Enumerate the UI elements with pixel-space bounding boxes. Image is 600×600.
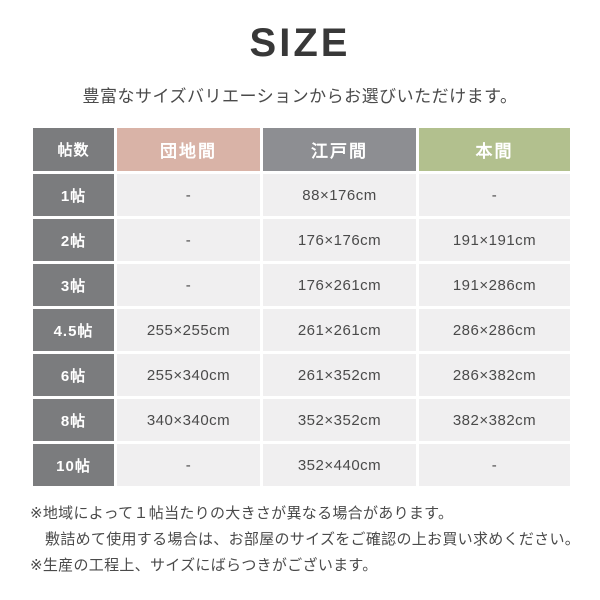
page-subtitle: 豊富なサイズバリエーションからお選びいただけます。: [82, 87, 518, 106]
row-label-cell: 10帖: [33, 444, 114, 486]
footnote-line: 敷詰めて使用する場合は、お部屋のサイズをご確認の上お買い求めください。: [45, 530, 581, 548]
footnote-line: ※地域によって１帖当たりの大きさが異なる場合があります。: [30, 505, 454, 522]
footnote-line: ※生産の工程上、サイズにばらつきがございます。: [30, 556, 378, 574]
page-title: SIZE: [249, 21, 351, 65]
edoma-cell: 261×261cm: [263, 309, 416, 351]
danchima-cell: -: [117, 444, 260, 486]
honma-cell: 382×382cm: [419, 399, 570, 441]
footnotes: ※地域によって１帖当たりの大きさが異なる場合があります。敷詰めて使用する場合は、…: [30, 501, 581, 578]
edoma-cell: 88×176cm: [263, 174, 416, 216]
edoma-cell: 261×352cm: [263, 354, 416, 396]
row-label-cell: 3帖: [33, 264, 114, 306]
danchima-cell: 340×340cm: [117, 399, 260, 441]
header-honma: 本間: [419, 128, 570, 171]
header-danchima: 団地間: [117, 128, 260, 171]
row-label-cell: 2帖: [33, 219, 114, 261]
edoma-cell: 176×176cm: [263, 219, 416, 261]
danchima-cell: 255×255cm: [117, 309, 260, 351]
honma-cell: -: [419, 174, 570, 216]
honma-cell: 286×286cm: [419, 309, 570, 351]
edoma-cell: 176×261cm: [263, 264, 416, 306]
edoma-cell: 352×440cm: [263, 444, 416, 486]
danchima-cell: 255×340cm: [117, 354, 260, 396]
row-label-cell: 8帖: [33, 399, 114, 441]
row-label-cell: 6帖: [33, 354, 114, 396]
header-tatami-count: 帖数: [33, 128, 114, 171]
row-label-cell: 4.5帖: [33, 309, 114, 351]
danchima-cell: -: [117, 174, 260, 216]
honma-cell: 191×286cm: [419, 264, 570, 306]
danchima-cell: -: [117, 264, 260, 306]
header-edoma: 江戸間: [263, 128, 416, 171]
edoma-cell: 352×352cm: [263, 399, 416, 441]
row-label-cell: 1帖: [33, 174, 114, 216]
honma-cell: 191×191cm: [419, 219, 570, 261]
honma-cell: -: [419, 444, 570, 486]
danchima-cell: -: [117, 219, 260, 261]
size-table: 帖数 団地間 江戸間 本間 1帖 -88×176cm -2帖 -176×176cm 19…: [33, 128, 570, 486]
honma-cell: 286×382cm: [419, 354, 570, 396]
